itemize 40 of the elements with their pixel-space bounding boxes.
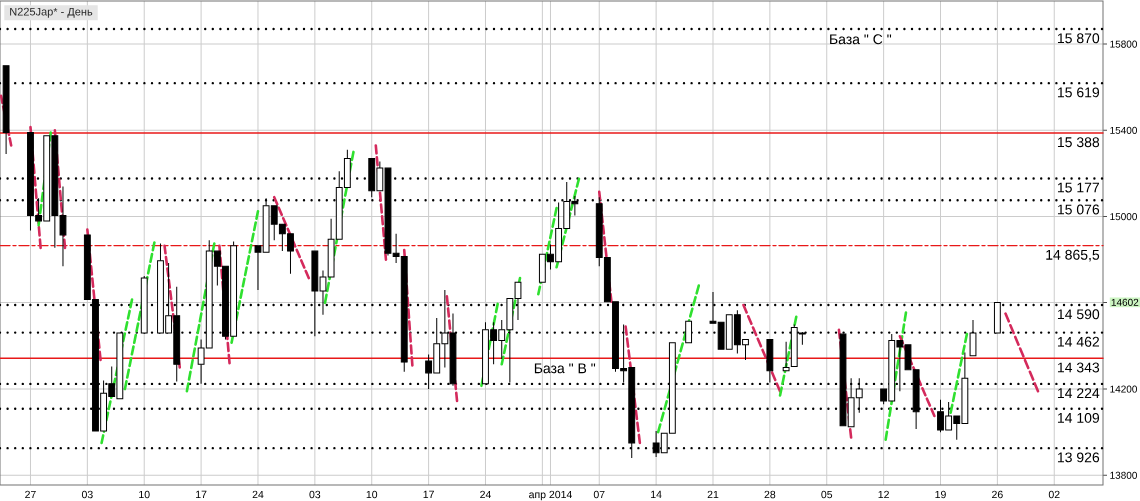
ref-line-label: 15 177 [1057,182,1099,193]
text: N225Jap* - День [10,7,93,18]
x-tick-label: 14 [651,490,662,498]
x-tick-label: 03 [81,490,93,499]
y-tick-label: 13800 [1110,471,1138,479]
ref-line-label: 14 462 [1057,336,1099,347]
ref-line-label: 15 619 [1057,87,1100,98]
x-tick-label: 17 [423,490,434,498]
x-tick-label: 19 [935,490,946,499]
ref-line-label: 14 343 [1057,362,1100,373]
x-tick-label: 27 [25,490,36,499]
y-tick-label: 15400 [1110,126,1138,134]
x-tick-label: 05 [821,490,833,499]
ref-line-label: 14 865,5 [1046,249,1100,262]
ref-line-label: 14 590 [1057,309,1100,320]
x-tick-label: 10 [139,490,150,499]
x-tick-label: 24 [252,490,264,499]
y-tick-label: 15000 [1110,213,1138,221]
y-tick-label: 14200 [1110,385,1138,393]
ref-line-label: 14 109 [1057,412,1100,423]
y-tick-label: 14602 [1111,298,1139,306]
ref-line-label: 15 870 [1057,33,1100,44]
ref-line-label: 13 926 [1057,452,1100,463]
ref-line-label: 15 076 [1057,204,1100,215]
x-tick-label: 07 [593,490,605,499]
x-tick-label: 24 [480,490,491,499]
ref-line-label: 15 388 [1057,137,1100,148]
x-tick-label: 28 [764,490,776,499]
ref-line-label: 14 224 [1057,388,1100,398]
annotation: База " С " [830,34,892,45]
x-tick-label: 03 [309,490,321,499]
annotation: База " В " [534,363,596,374]
x-tick-label: апр 2014 [529,490,572,501]
x-tick-label: 17 [196,490,207,498]
x-tick-label: 10 [366,490,378,499]
y-tick-label: 15800 [1110,40,1138,48]
x-tick-label: 26 [992,490,1003,499]
x-tick-label: 21 [707,490,719,499]
x-tick-label: 02 [1048,490,1060,499]
x-tick-label: 12 [878,490,889,499]
